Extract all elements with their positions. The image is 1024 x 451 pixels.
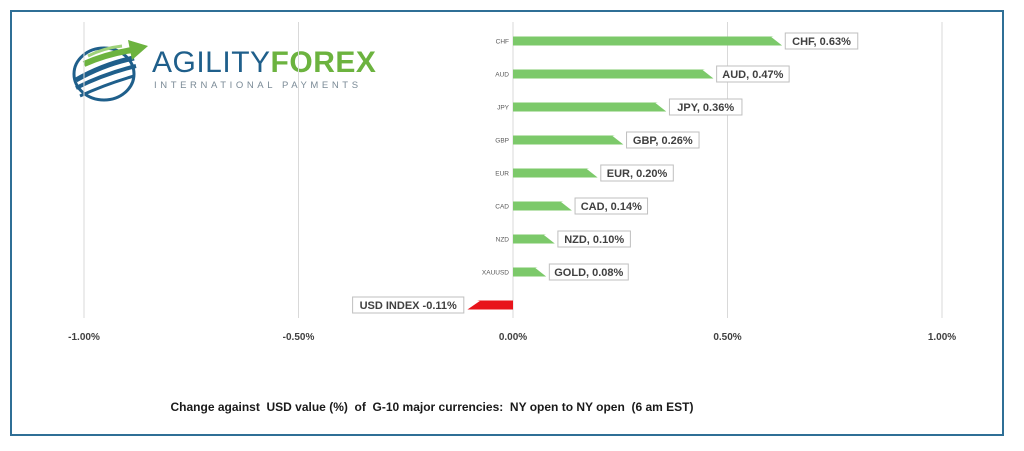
- chart-caption: Change against USD value (%) of G-10 maj…: [170, 400, 694, 414]
- label-pointer: [586, 166, 601, 180]
- data-label: JPY, 0.36%: [677, 102, 734, 114]
- category-label: AUD: [495, 72, 509, 79]
- logo-word-agility: AGILITY: [152, 46, 271, 79]
- logo-subtitle: INTERNATIONAL PAYMENTS: [154, 80, 362, 91]
- label-pointer: [543, 232, 558, 246]
- category-label: XAUUSD: [482, 270, 509, 277]
- data-label-box: [352, 296, 465, 314]
- data-label: AUD, 0.47%: [722, 69, 783, 81]
- category-label: CAD: [495, 204, 509, 211]
- category-label: NZD: [496, 237, 510, 244]
- label-pointer: [612, 133, 627, 147]
- bar: [513, 201, 574, 211]
- logo-wordmark: AGILITYFOREX: [152, 48, 376, 78]
- bar: [513, 168, 599, 178]
- bar: [513, 234, 556, 244]
- label-pointer: [463, 298, 480, 312]
- label-pointer: [771, 34, 786, 48]
- data-label: NZD, 0.10%: [564, 234, 624, 246]
- label-pointer: [535, 265, 550, 279]
- label-pointer: [561, 199, 576, 213]
- x-tick-label: 1.00%: [928, 332, 956, 343]
- data-label-box: [548, 263, 629, 281]
- logo-word-forex: FOREX: [270, 46, 377, 79]
- bar: [513, 135, 625, 145]
- category-label: CHF: [496, 39, 509, 46]
- data-label: GOLD, 0.08%: [554, 267, 623, 279]
- label-pointer: [655, 100, 670, 114]
- data-label-box: [574, 197, 649, 215]
- bar: [513, 102, 668, 112]
- globe-logo-icon: [72, 40, 148, 102]
- chart-frame: [10, 10, 1004, 436]
- data-label-box: [716, 65, 790, 83]
- data-label: EUR, 0.20%: [607, 168, 668, 180]
- data-label: GBP, 0.26%: [633, 135, 693, 147]
- data-label: CHF, 0.63%: [792, 36, 851, 48]
- data-label-box: [668, 98, 743, 116]
- data-label-box: [557, 230, 631, 248]
- data-label: USD INDEX -0.11%: [360, 300, 457, 312]
- x-tick-label: -0.50%: [283, 332, 315, 343]
- bar: [513, 69, 715, 79]
- bar: [513, 267, 548, 277]
- data-label-box: [600, 164, 674, 182]
- category-label: EUR: [495, 171, 509, 178]
- bar: [513, 36, 784, 46]
- bar: [465, 300, 513, 310]
- agility-forex-logo: AGILITYFOREX INTERNATIONAL PAYMENTS: [70, 34, 376, 106]
- category-label: GBP: [495, 138, 509, 145]
- x-tick-label: -1.00%: [68, 332, 100, 343]
- data-label: CAD, 0.14%: [581, 201, 642, 213]
- data-label-box: [784, 32, 859, 50]
- label-pointer: [702, 67, 717, 81]
- data-label-box: [626, 131, 700, 149]
- category-label: JPY: [497, 105, 510, 112]
- x-tick-label: 0.50%: [713, 332, 741, 343]
- x-tick-label: 0.00%: [499, 332, 527, 343]
